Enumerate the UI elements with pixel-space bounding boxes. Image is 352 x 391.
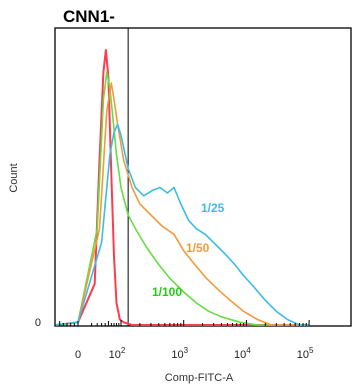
x-tick-label-0: 0 xyxy=(75,349,81,361)
x-tick-label-2: 103 xyxy=(171,346,188,361)
x-tick-label-4: 105 xyxy=(297,346,314,361)
x-tick-label-1: 102 xyxy=(109,346,126,361)
series-curve-blue xyxy=(55,123,310,326)
y-tick-label-0: 0 xyxy=(35,317,41,329)
chart-title: CNN1- xyxy=(63,7,115,26)
x-axis-title: Comp-FITC-A xyxy=(165,372,234,384)
series-curve-red xyxy=(55,49,310,326)
series-label-1-25: 1/25 xyxy=(201,201,225,215)
series-curve-green xyxy=(55,71,310,326)
series-curve-orange xyxy=(55,82,310,326)
series-label-1-100: 1/100 xyxy=(152,285,182,299)
series-label-1-50: 1/50 xyxy=(186,241,210,255)
y-axis-title: Count xyxy=(8,163,20,192)
x-tick-label-3: 104 xyxy=(234,346,251,361)
